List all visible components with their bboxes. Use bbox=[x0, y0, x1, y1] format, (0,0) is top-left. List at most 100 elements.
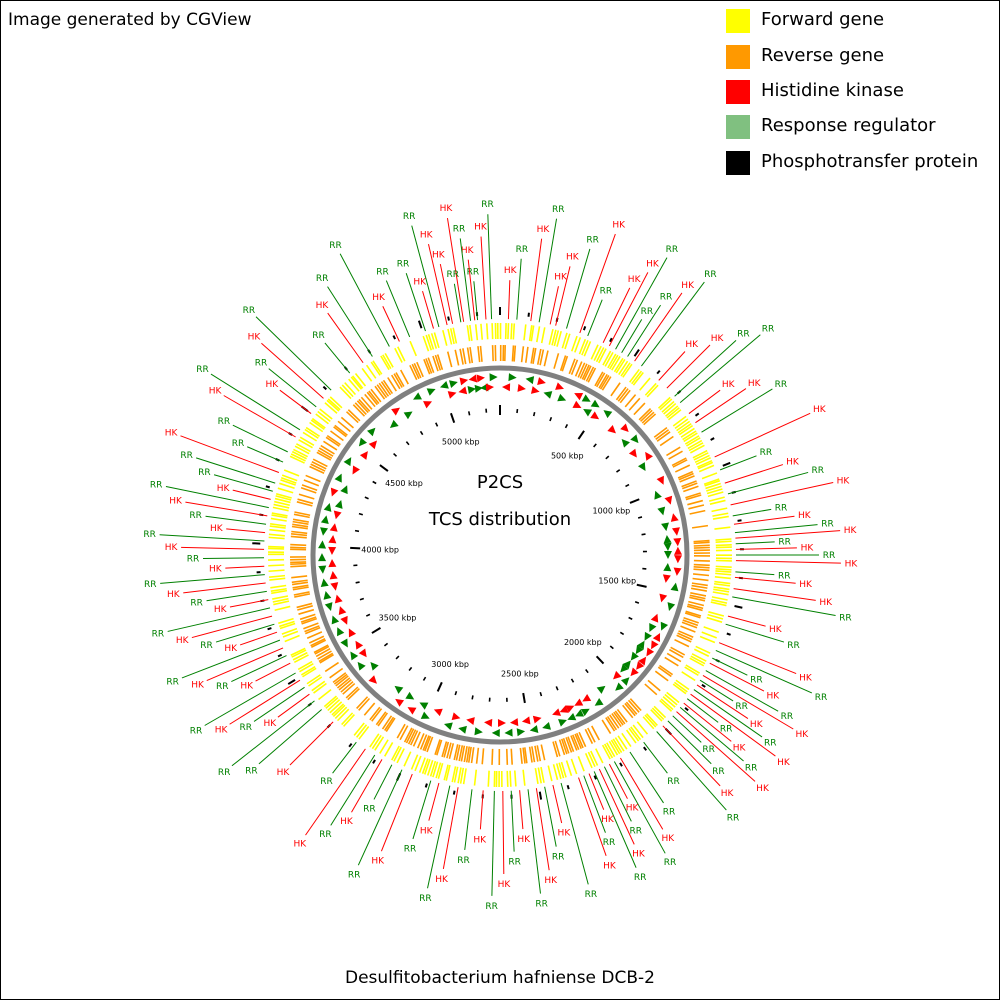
reverse-gene-mark bbox=[677, 632, 693, 641]
feature-label: RR bbox=[781, 712, 794, 722]
forward-gene-mark bbox=[271, 514, 288, 519]
forward-gene-mark bbox=[279, 620, 295, 628]
feature-leader-line bbox=[427, 785, 451, 889]
reverse-gene-mark bbox=[601, 719, 612, 734]
feature-leader-line bbox=[641, 281, 705, 367]
forward-gene-mark bbox=[584, 752, 593, 769]
reverse-gene-mark bbox=[574, 733, 582, 749]
feature-arrow bbox=[337, 627, 345, 637]
reverse-gene-mark bbox=[664, 656, 679, 667]
forward-gene-mark bbox=[540, 327, 546, 344]
forward-gene-mark bbox=[268, 569, 285, 573]
reverse-gene-mark bbox=[693, 544, 710, 547]
outer-tick-mark bbox=[619, 762, 623, 767]
feature-leader-line bbox=[405, 273, 426, 332]
reverse-gene-mark bbox=[653, 426, 668, 438]
forward-gene-mark bbox=[276, 493, 292, 499]
forward-gene-mark bbox=[421, 758, 429, 774]
reverse-gene-mark bbox=[310, 463, 326, 472]
forward-gene-mark bbox=[353, 722, 365, 736]
tick-label: 4500 kbp bbox=[385, 479, 423, 488]
reverse-gene-mark bbox=[577, 362, 586, 378]
reverse-gene-mark bbox=[674, 638, 690, 648]
forward-gene-mark bbox=[695, 645, 711, 654]
reverse-gene-mark bbox=[692, 573, 710, 577]
feature-arrow bbox=[439, 381, 449, 389]
feature-label: HK bbox=[473, 835, 487, 845]
forward-gene-mark bbox=[437, 763, 444, 779]
feature-leader-line bbox=[608, 272, 649, 347]
feature-arrow bbox=[370, 661, 379, 671]
forward-gene-mark bbox=[272, 597, 289, 603]
feature-label: RR bbox=[839, 613, 852, 623]
feature-label: RR bbox=[240, 723, 253, 733]
reverse-gene-mark bbox=[681, 482, 698, 490]
reverse-gene-mark bbox=[622, 704, 634, 719]
reverse-gene-mark bbox=[617, 388, 629, 402]
feature-leader-line bbox=[593, 771, 637, 868]
forward-gene-mark bbox=[344, 382, 357, 396]
forward-gene-mark bbox=[268, 533, 285, 537]
reverse-gene-mark bbox=[292, 584, 309, 589]
outer-tick-mark bbox=[322, 385, 327, 391]
reverse-gene-mark bbox=[543, 350, 549, 367]
forward-gene-mark bbox=[410, 754, 419, 770]
feature-label: HK bbox=[517, 835, 531, 845]
forward-gene-mark bbox=[331, 703, 345, 716]
reverse-gene-mark bbox=[304, 625, 320, 633]
feature-label: RR bbox=[666, 245, 679, 255]
forward-gene-mark bbox=[678, 424, 694, 436]
forward-gene-mark bbox=[697, 459, 713, 468]
forward-gene-mark bbox=[308, 676, 323, 687]
feature-label: HK bbox=[266, 380, 280, 390]
feature-label: HK bbox=[748, 379, 762, 389]
feature-leader-line bbox=[507, 280, 511, 320]
reverse-gene-mark bbox=[317, 650, 332, 660]
feature-label: HK bbox=[756, 784, 770, 794]
reverse-gene-mark bbox=[534, 745, 539, 762]
feature-arrow bbox=[580, 708, 590, 717]
forward-gene-mark bbox=[578, 338, 587, 355]
feature-arrow bbox=[334, 594, 343, 604]
legend-swatch-reverse-gene bbox=[726, 45, 750, 69]
reverse-gene-mark bbox=[290, 546, 307, 549]
forward-gene-mark bbox=[630, 726, 642, 741]
feature-leader-line bbox=[279, 389, 312, 414]
feature-leader-line bbox=[206, 647, 284, 682]
feature-arrow bbox=[656, 475, 664, 485]
feature-arrow bbox=[391, 407, 401, 416]
tick-mark bbox=[641, 533, 646, 536]
outer-tick-mark bbox=[417, 320, 423, 329]
reverse-gene-mark bbox=[585, 366, 595, 382]
feature-label: HK bbox=[786, 458, 800, 468]
forward-gene-mark bbox=[556, 331, 562, 347]
reverse-gene-mark bbox=[561, 355, 569, 372]
reverse-gene-mark bbox=[460, 745, 466, 762]
reverse-gene-mark bbox=[358, 398, 371, 412]
reverse-gene-mark bbox=[303, 622, 319, 630]
feature-label: RR bbox=[552, 205, 565, 215]
feature-leader-line bbox=[714, 412, 811, 458]
forward-gene-mark bbox=[659, 699, 673, 712]
forward-gene-mark bbox=[715, 538, 732, 541]
forward-gene-mark bbox=[558, 762, 565, 779]
reverse-gene-mark bbox=[323, 440, 338, 451]
tick-mark bbox=[625, 483, 630, 488]
forward-gene-mark bbox=[570, 335, 578, 352]
reverse-gene-mark bbox=[641, 411, 655, 424]
forward-gene-mark bbox=[290, 453, 306, 462]
forward-gene-mark bbox=[715, 572, 732, 576]
feature-arrow bbox=[575, 709, 585, 717]
feature-label: RR bbox=[600, 286, 613, 296]
feature-arrow bbox=[657, 506, 666, 516]
reverse-gene-mark bbox=[292, 586, 309, 591]
tick-label: 1000 kbp bbox=[593, 506, 631, 515]
feature-label: RR bbox=[152, 630, 165, 640]
forward-gene-mark bbox=[329, 701, 343, 714]
reverse-gene-mark bbox=[491, 345, 494, 362]
feature-leader-line bbox=[674, 340, 737, 397]
forward-gene-mark bbox=[713, 588, 730, 593]
feature-leader-line bbox=[215, 623, 275, 643]
outer-tick-mark bbox=[701, 683, 706, 688]
forward-gene-mark bbox=[632, 724, 644, 739]
